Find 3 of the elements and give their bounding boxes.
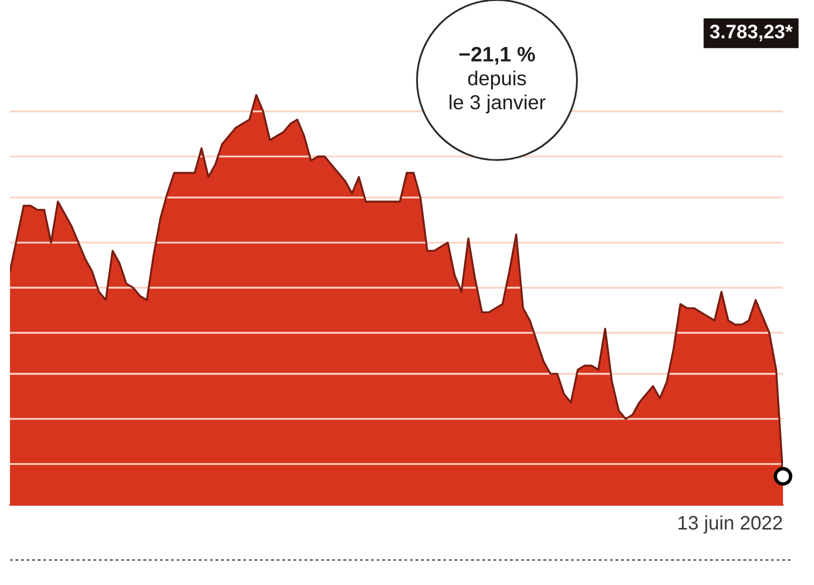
annotation: −21,1 % depuis le 3 janvier: [450, 46, 546, 114]
x-axis-title: 13 juin 2022: [678, 515, 782, 534]
text: 3.783,23*: [710, 24, 793, 42]
